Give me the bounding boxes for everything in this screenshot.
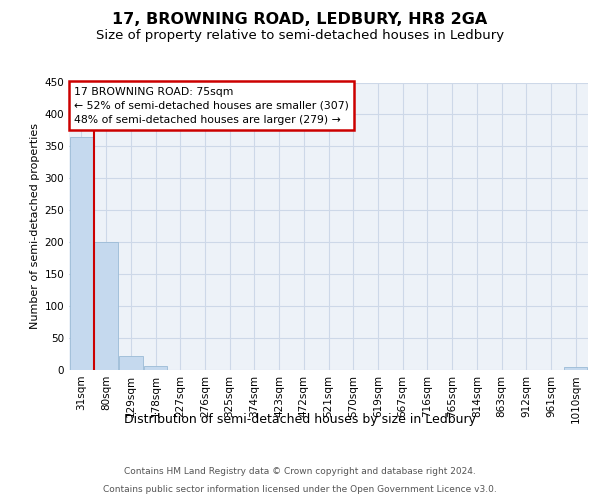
Bar <box>119 356 143 370</box>
Text: Size of property relative to semi-detached houses in Ledbury: Size of property relative to semi-detach… <box>96 29 504 42</box>
Text: Contains HM Land Registry data © Crown copyright and database right 2024.: Contains HM Land Registry data © Crown c… <box>124 468 476 476</box>
Text: Distribution of semi-detached houses by size in Ledbury: Distribution of semi-detached houses by … <box>124 412 476 426</box>
Text: Contains public sector information licensed under the Open Government Licence v3: Contains public sector information licen… <box>103 485 497 494</box>
Bar <box>94 242 118 370</box>
Y-axis label: Number of semi-detached properties: Number of semi-detached properties <box>30 123 40 329</box>
Text: 17, BROWNING ROAD, LEDBURY, HR8 2GA: 17, BROWNING ROAD, LEDBURY, HR8 2GA <box>112 12 488 28</box>
Bar <box>70 137 93 370</box>
Bar <box>564 367 587 370</box>
Bar <box>144 366 167 370</box>
Text: 17 BROWNING ROAD: 75sqm
← 52% of semi-detached houses are smaller (307)
48% of s: 17 BROWNING ROAD: 75sqm ← 52% of semi-de… <box>74 87 349 125</box>
